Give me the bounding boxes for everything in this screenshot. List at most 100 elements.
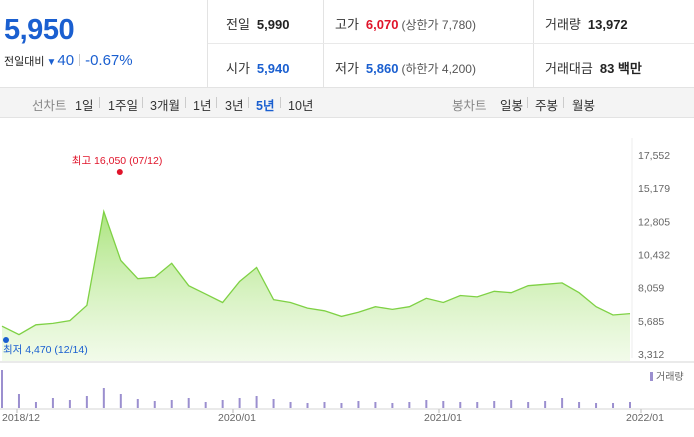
volume-bar [289, 402, 292, 408]
y-tick-label: 15,179 [638, 183, 670, 195]
volume-bar [612, 403, 615, 408]
volume-bar [204, 402, 207, 408]
stat-label: 저가 [335, 61, 359, 76]
x-tick-label: 2021/01 [424, 412, 462, 424]
stat-value: 83 백만 [599, 61, 642, 76]
volume-bar [153, 401, 156, 408]
stat-sub: (상한가 7,780) [401, 18, 476, 32]
y-tick-label: 12,805 [638, 216, 670, 228]
price-area-fill [2, 211, 630, 361]
divider [563, 97, 564, 108]
volume-bar [459, 402, 462, 408]
volume-bar [561, 398, 564, 408]
divider [280, 97, 281, 108]
volume-bar [442, 401, 445, 408]
stat-label: 시가 [226, 61, 250, 76]
stat-value: 5,860 [365, 61, 399, 76]
volume-legend-swatch [650, 372, 653, 381]
volume-bar [85, 396, 88, 408]
volume-bar [136, 399, 139, 408]
stat-label: 거래량 [545, 17, 581, 32]
tab-3month[interactable]: 3개월 [150, 99, 180, 113]
price-box: 5,950 전일대비 ▼40 -0.67% [0, 0, 208, 87]
stat-value: 13,972 [587, 17, 628, 32]
stat-value: 6,070 [365, 17, 399, 32]
tab-daily-candle[interactable]: 일봉 [500, 99, 524, 113]
stats-table: 전일 5,990 고가 6,070 (상한가 7,780) 거래량 13,972 시가 5… [208, 0, 694, 87]
tab-weekly-candle[interactable]: 주봉 [535, 99, 559, 113]
stat-value: 5,990 [256, 17, 290, 32]
divider [185, 97, 186, 108]
volume-bar [340, 403, 343, 408]
y-tick-label: 8,059 [638, 283, 664, 295]
volume-bar [323, 402, 326, 408]
change-label: 전일대비 [4, 56, 45, 68]
divider [527, 97, 528, 108]
chart-period-tabbar: 선차트 1일 1주일 3개월 1년 3년 5년 10년 봉차트 일봉 주봉 월봉 [0, 88, 694, 118]
stat-high: 고가 6,070 (상한가 7,780) [335, 14, 476, 33]
x-tick-label: 2018/12 [2, 412, 40, 424]
change-rate: -0.67% [85, 52, 133, 69]
volume-bar [357, 401, 360, 408]
stat-sub: (하한가 4,200) [401, 62, 476, 76]
stat-prev-close: 전일 5,990 [226, 14, 289, 33]
stat-low: 저가 5,860 (하한가 4,200) [335, 58, 476, 77]
x-tick-label: 2020/01 [218, 412, 256, 424]
y-tick-label: 3,312 [638, 349, 664, 361]
divider [216, 97, 217, 108]
tab-1year[interactable]: 1년 [193, 99, 212, 113]
stock-summary-header: 5,950 전일대비 ▼40 -0.67% 전일 5,990 고가 6,070 (상한가 … [0, 0, 694, 88]
candle-chart-label: 봉차트 [452, 99, 487, 113]
volume-bar [527, 402, 530, 408]
tab-monthly-candle[interactable]: 월봉 [572, 99, 596, 113]
line-chart-label: 선차트 [32, 99, 67, 113]
high-marker-label: 최고 16,050 (07/12) [72, 155, 163, 167]
volume-bar [255, 396, 258, 408]
tab-1week[interactable]: 1주일 [108, 99, 138, 113]
stat-label: 전일 [226, 17, 250, 32]
tab-1day[interactable]: 1일 [75, 99, 94, 113]
stat-label: 고가 [335, 17, 359, 32]
price-change: 전일대비 ▼40 -0.67% [4, 52, 133, 69]
volume-bar [425, 400, 428, 408]
volume-bar [493, 401, 496, 408]
volume-bar [221, 400, 224, 408]
volume-bar [408, 402, 411, 408]
stat-amount: 거래대금 83 백만 [545, 58, 642, 77]
divider [79, 54, 81, 66]
stat-value: 5,940 [256, 61, 290, 76]
divider [99, 97, 100, 108]
low-marker-label: 최저 4,470 (12/14) [3, 344, 88, 356]
x-tick-label: 2022/01 [626, 412, 664, 424]
divider [208, 43, 694, 44]
stat-volume: 거래량 13,972 [545, 14, 628, 33]
volume-bar [476, 402, 479, 408]
volume-legend-label: 거래량 [656, 371, 684, 383]
volume-bar [272, 399, 275, 408]
tab-5year[interactable]: 5년 [256, 99, 275, 113]
stat-label: 거래대금 [545, 61, 593, 76]
volume-bar [187, 398, 190, 408]
volume-bar [102, 388, 105, 408]
stat-open: 시가 5,940 [226, 58, 289, 77]
volume-bar [68, 400, 71, 408]
volume-bar [119, 394, 122, 408]
tab-10year[interactable]: 10년 [288, 99, 314, 113]
tab-3year[interactable]: 3년 [225, 99, 244, 113]
volume-bar [391, 403, 394, 408]
change-value: 40 [57, 52, 75, 69]
volume-bar [578, 402, 581, 408]
divider [142, 97, 143, 108]
volume-bar [544, 401, 547, 408]
low-marker-dot [3, 337, 9, 343]
down-arrow-icon: ▼ [46, 57, 57, 68]
y-tick-label: 10,432 [638, 250, 670, 262]
volume-bar [51, 398, 54, 408]
volume-bar [595, 403, 598, 408]
volume-bar [306, 403, 309, 408]
divider [248, 97, 249, 108]
volume-bar [629, 402, 631, 408]
volume-bar [510, 400, 513, 408]
volume-bar [374, 402, 377, 408]
high-marker-dot [116, 169, 123, 175]
